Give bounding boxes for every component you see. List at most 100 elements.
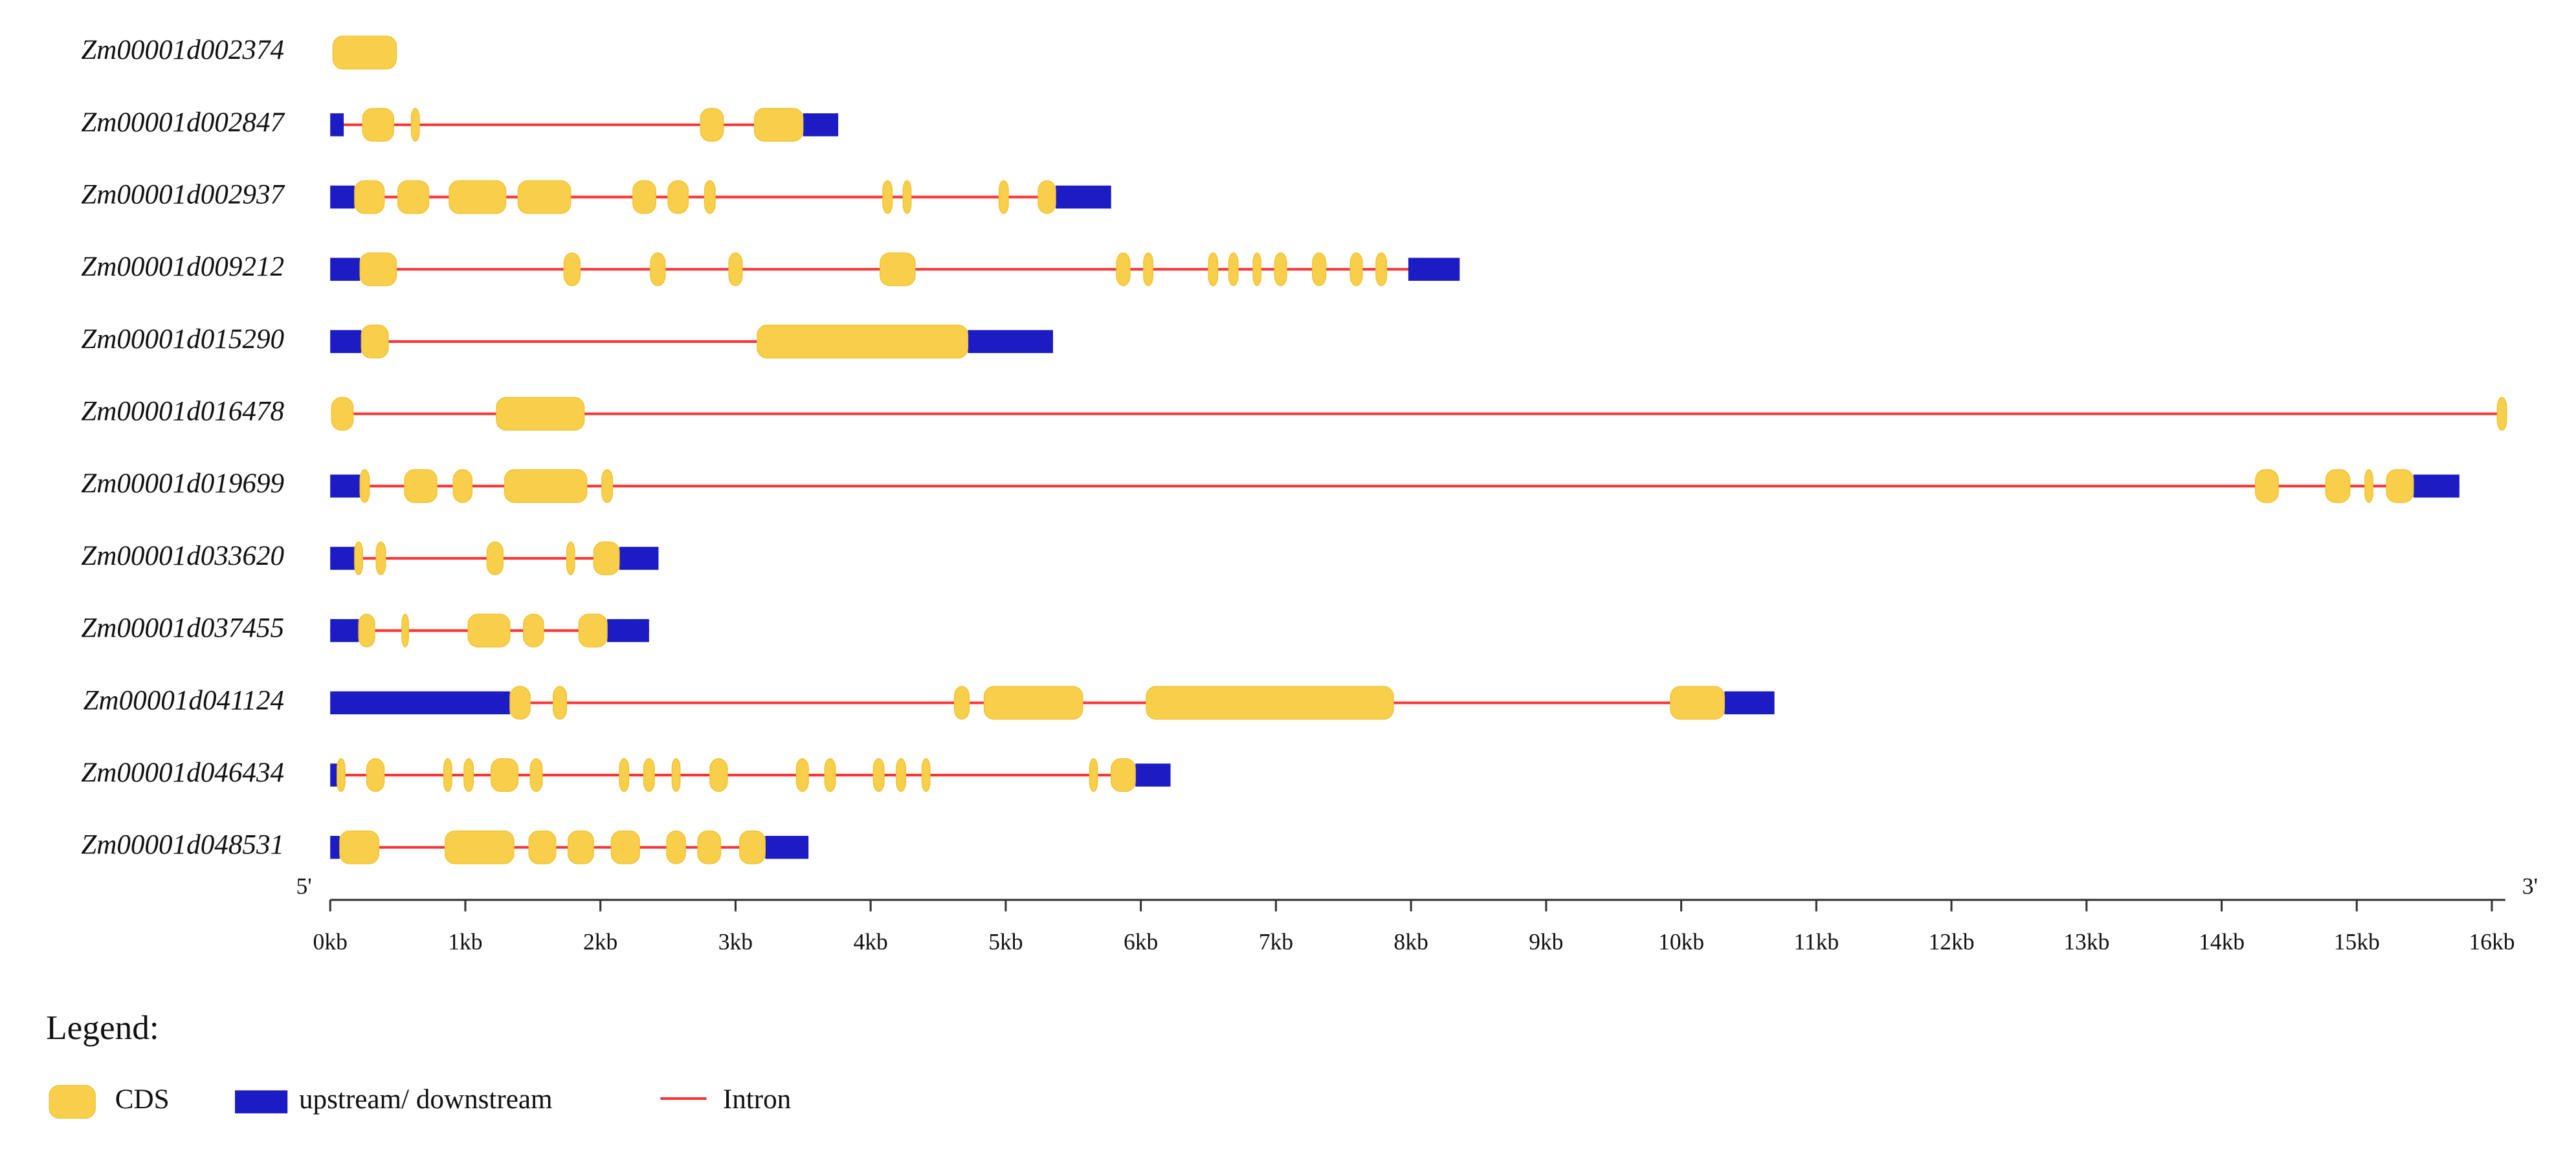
gene-name: Zm00001d048531 [81, 830, 284, 860]
gene-name: Zm00001d041124 [83, 685, 284, 716]
cds [1208, 252, 1219, 287]
cds [359, 469, 370, 503]
legend-cds-label: CDS [115, 1084, 170, 1115]
utr [619, 547, 659, 570]
gene-name: Zm00001d009212 [81, 252, 284, 282]
cds [410, 107, 420, 142]
cds [882, 180, 893, 214]
cds [650, 252, 666, 287]
cds [404, 469, 438, 503]
cds [359, 252, 397, 287]
x-tick-label: 12kb [1929, 929, 1975, 955]
cds [953, 686, 970, 720]
utr [330, 835, 340, 859]
cds [563, 252, 581, 287]
utr [330, 547, 355, 570]
gene-name: Zm00001d015290 [81, 324, 284, 355]
cds [619, 758, 630, 793]
utr [330, 691, 510, 715]
x-tick-label: 11kb [1793, 929, 1839, 955]
cds [528, 830, 557, 864]
cds [332, 36, 397, 70]
cds [632, 180, 656, 214]
cds [361, 324, 389, 358]
cds [1089, 758, 1098, 793]
x-tick-label: 13kb [2063, 929, 2109, 955]
cds [1116, 252, 1131, 287]
utr [1408, 257, 1460, 281]
utr [330, 763, 337, 787]
cds [1228, 252, 1239, 287]
utr [765, 835, 809, 859]
gene-name: Zm00001d019699 [81, 468, 284, 499]
utr [607, 618, 649, 642]
utr [330, 185, 355, 209]
cds [795, 758, 809, 793]
cds [1146, 686, 1394, 720]
gene-name: Zm00001d002374 [81, 35, 284, 65]
legend-cds-swatch [49, 1085, 96, 1119]
cds [445, 830, 515, 864]
gene-name: Zm00001d037455 [81, 613, 284, 644]
cds [1375, 252, 1388, 287]
x-tick-label: 5kb [988, 929, 1023, 955]
cds [1038, 180, 1056, 214]
utr [2413, 474, 2459, 498]
utr [330, 330, 362, 353]
cds [331, 397, 354, 431]
legend-intron-label: Intron [723, 1084, 791, 1115]
cds [443, 758, 452, 793]
cds [1670, 686, 1725, 720]
cds [529, 758, 543, 793]
utr [330, 474, 361, 498]
cds [666, 830, 686, 864]
x-tick-label: 10kb [1658, 929, 1704, 955]
cds [504, 469, 588, 503]
cds [921, 758, 931, 793]
x-tick-label: 4kb [854, 929, 888, 955]
cds [337, 758, 346, 793]
cds [358, 613, 375, 648]
gene-name: Zm00001d002847 [81, 107, 285, 138]
cds [496, 397, 585, 431]
cds [739, 830, 766, 864]
cds [709, 758, 728, 793]
cds [643, 758, 655, 793]
cds [354, 180, 385, 214]
cds [2386, 469, 2414, 503]
cds [397, 180, 430, 214]
cds [366, 758, 385, 793]
three-prime-label: 3' [2522, 873, 2538, 899]
utr [968, 330, 1053, 353]
cds [2364, 469, 2373, 503]
cds [728, 252, 743, 287]
utr [1056, 185, 1111, 209]
gene-name: Zm00001d046434 [81, 758, 284, 788]
cds [567, 830, 594, 864]
cds [490, 758, 518, 793]
cds [1349, 252, 1363, 287]
utr [803, 113, 839, 137]
cds [610, 830, 640, 864]
cds [667, 180, 689, 214]
cds [552, 686, 568, 720]
cds [896, 758, 907, 793]
cds [697, 830, 722, 864]
cds [754, 107, 804, 142]
cds [354, 541, 363, 576]
x-tick-label: 14kb [2199, 929, 2245, 955]
x-tick-label: 3kb [718, 929, 753, 955]
cds [1111, 758, 1136, 793]
gene-name: Zm00001d016478 [81, 397, 284, 427]
legend-title: Legend: [46, 1009, 159, 1047]
x-tick-label: 7kb [1259, 929, 1293, 955]
utr [330, 257, 361, 281]
x-tick-label: 6kb [1124, 929, 1158, 955]
utr [330, 618, 359, 642]
cds [824, 758, 836, 793]
gene-name: Zm00001d033620 [81, 541, 284, 571]
cds [593, 541, 620, 576]
cds [523, 613, 544, 648]
cds [401, 613, 409, 648]
x-tick-label: 8kb [1393, 929, 1428, 955]
